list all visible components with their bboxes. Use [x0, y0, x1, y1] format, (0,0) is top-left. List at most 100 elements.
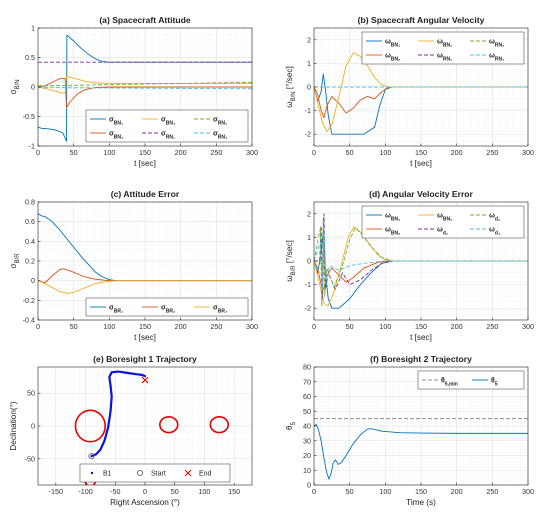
chart-title: (e) Boresight 1 Trajectory: [93, 354, 197, 364]
legend-entry: Start: [136, 469, 166, 478]
x-tick-label: 100: [379, 322, 391, 331]
x-tick-label: -150: [49, 487, 63, 496]
legend-symbol: θ: [441, 378, 445, 385]
chart-title: (d) Angular Velocity Error: [369, 189, 473, 199]
y-tick-label: -2: [305, 130, 311, 139]
y-tick-label: -1: [305, 106, 311, 115]
legend-entry: θ5: [472, 378, 498, 388]
legend-subscript: BR₃: [218, 309, 228, 315]
x-tick-label: 300: [246, 148, 258, 157]
legend-subscript: d₂: [495, 217, 500, 223]
series-line-c-1: [38, 268, 252, 284]
chart-title: (b) Spacecraft Angular Velocity: [358, 15, 485, 25]
y-label-subscript: B/N: [291, 91, 297, 101]
legend-entry: ωBN₁: [366, 39, 400, 49]
plot-content: [38, 34, 252, 142]
x-tick-label: -50: [110, 487, 120, 496]
legend-symbol: ω: [385, 213, 391, 220]
legend-box: [417, 370, 525, 390]
y-axis-label: ωB/N [°/sec]: [285, 66, 297, 108]
plot-content: [314, 213, 528, 309]
legend-entry: ωd₁: [418, 227, 448, 237]
x-tick-label: 200: [175, 322, 187, 331]
legend-box: [361, 31, 525, 65]
y-tick-label: 0.6: [25, 217, 35, 226]
legend-symbol: ω: [489, 227, 495, 234]
legend-entry: θ5,min: [422, 378, 458, 388]
legend: σBR₁ σBR₂ σBR₃: [85, 297, 249, 317]
legend-box: [85, 297, 249, 317]
legend-entry: ωBN₁: [366, 213, 400, 223]
y-label-symbol: Declination(°): [9, 401, 18, 451]
legend-subscript: RN₁: [166, 135, 175, 141]
x-tick-label: 100: [198, 487, 210, 496]
legend-subscript: BN₂: [391, 231, 400, 237]
series-line-d-0: [314, 229, 528, 309]
legend-entry: σBN₂: [90, 131, 123, 141]
x-axis-label: t [sec]: [134, 333, 156, 342]
y-tick-label: 80: [303, 363, 311, 372]
plot-content: [74, 370, 230, 485]
y-axis-label: σB/N: [9, 79, 21, 94]
legend-symbol: σ: [109, 117, 114, 124]
legend-symbol: Start: [151, 471, 166, 478]
legend-subscript: RN₃: [495, 57, 505, 63]
legend-symbol: B1: [103, 471, 112, 478]
y-tick-label: 0.5: [25, 53, 35, 62]
legend-symbol: ω: [489, 53, 495, 60]
legend-label: σBR₁: [109, 305, 123, 315]
y-tick-label: 50: [27, 389, 35, 398]
x-tick-label: 200: [175, 148, 187, 157]
y-axis-label: θ5: [285, 421, 297, 430]
x-tick-label: 200: [451, 322, 463, 331]
legend-symbol: ω: [385, 227, 391, 234]
x-tick-label: 0: [36, 322, 40, 331]
legend-subscript: BN₃: [166, 121, 176, 127]
y-tick-label: 0.4: [25, 237, 35, 246]
y-label-unit: [°/sec]: [285, 66, 294, 91]
legend-subscript: BN₁: [391, 43, 400, 49]
x-tick-label: 0: [36, 148, 40, 157]
y-tick-label: -1: [305, 280, 311, 289]
x-tick-label: 100: [379, 487, 391, 496]
series-line-a-1: [38, 77, 252, 109]
legend-label: σBR₂: [161, 305, 175, 315]
legend-symbol: ω: [385, 39, 391, 46]
x-tick-label: 0: [312, 322, 316, 331]
legend-entry: ωRN₂: [470, 39, 504, 49]
y-label-symbol: θ: [285, 425, 294, 430]
constraint-region-2: [209, 416, 230, 434]
x-tick-label: -100: [78, 487, 92, 496]
x-tick-label: 150: [415, 148, 427, 157]
x-axis-label: t [sec]: [410, 333, 432, 342]
x-tick-label: 0: [143, 487, 147, 496]
x-tick-label: 50: [346, 322, 354, 331]
legend-symbol: ω: [437, 227, 443, 234]
x-tick-label: 0: [312, 487, 316, 496]
x-tick-label: 250: [210, 148, 222, 157]
legend-subscript: BN₃: [443, 217, 453, 223]
x-tick-label: 150: [139, 322, 151, 331]
x-tick-label: 50: [346, 487, 354, 496]
x-tick-label: 100: [103, 322, 115, 331]
plot-content: [314, 52, 528, 135]
legend-entry: σRN₁: [142, 131, 175, 141]
y-tick-label: 10: [303, 466, 311, 475]
series-line-b-1: [314, 86, 528, 119]
legend-label: B1: [103, 471, 112, 478]
y-tick-label: -0.5: [23, 112, 35, 121]
legend-swatch: [184, 469, 192, 477]
legend-subscript: BR₁: [114, 309, 123, 315]
legend-subscript: d₁: [443, 231, 448, 237]
legend-entry: ωd₂: [470, 213, 500, 223]
y-label-symbol: ω: [285, 101, 294, 108]
legend-box: [85, 109, 249, 143]
y-tick-label: -0.2: [23, 296, 35, 305]
y-tick-label: 1: [307, 59, 311, 68]
legend-subscript: BN₂: [114, 135, 123, 141]
legend-label: Start: [151, 471, 166, 478]
x-tick-label: 50: [70, 148, 78, 157]
legend-label: ωBN₁: [385, 39, 400, 49]
legend: B1 Start End: [79, 463, 231, 483]
